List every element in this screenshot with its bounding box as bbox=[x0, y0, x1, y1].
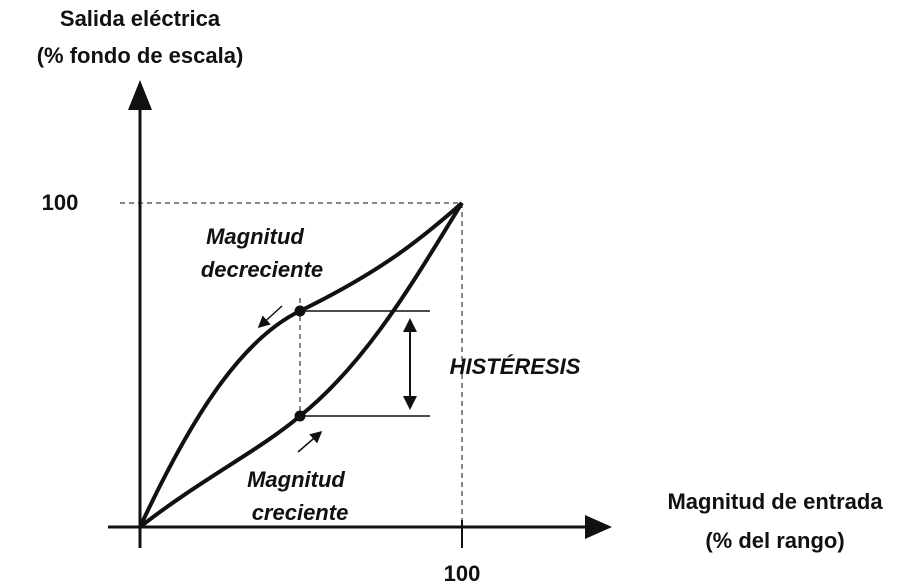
annotation: decreciente bbox=[201, 257, 323, 282]
annotation: creciente bbox=[252, 500, 349, 525]
x-axis-label: (% del rango) bbox=[705, 528, 844, 553]
hysteresis-marker bbox=[257, 305, 430, 453]
y-axis-label: Salida eléctrica bbox=[60, 6, 221, 31]
annotation: Magnitud bbox=[247, 467, 345, 492]
annotation: Magnitud bbox=[206, 224, 304, 249]
y-axis-label: (% fondo de escala) bbox=[37, 43, 244, 68]
x-axis-label: Magnitud de entrada bbox=[667, 489, 883, 514]
hysteresis-label: HISTÉRESIS bbox=[450, 354, 581, 379]
dashed-guides bbox=[120, 202, 463, 527]
y-tick-label: 100 bbox=[42, 190, 79, 215]
x-tick-label: 100 bbox=[444, 561, 481, 586]
axes bbox=[108, 80, 612, 548]
